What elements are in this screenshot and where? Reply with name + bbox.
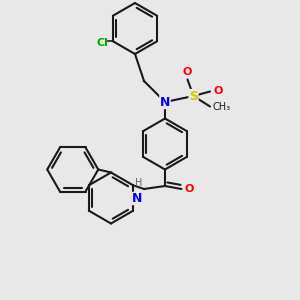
Text: O: O [184,184,194,194]
Text: O: O [213,86,222,97]
Text: CH₃: CH₃ [212,101,230,112]
Text: N: N [160,95,170,109]
Text: S: S [189,89,198,103]
Text: Cl: Cl [97,38,108,48]
Text: O: O [183,67,192,76]
Text: H: H [135,178,142,188]
Text: N: N [132,192,142,205]
